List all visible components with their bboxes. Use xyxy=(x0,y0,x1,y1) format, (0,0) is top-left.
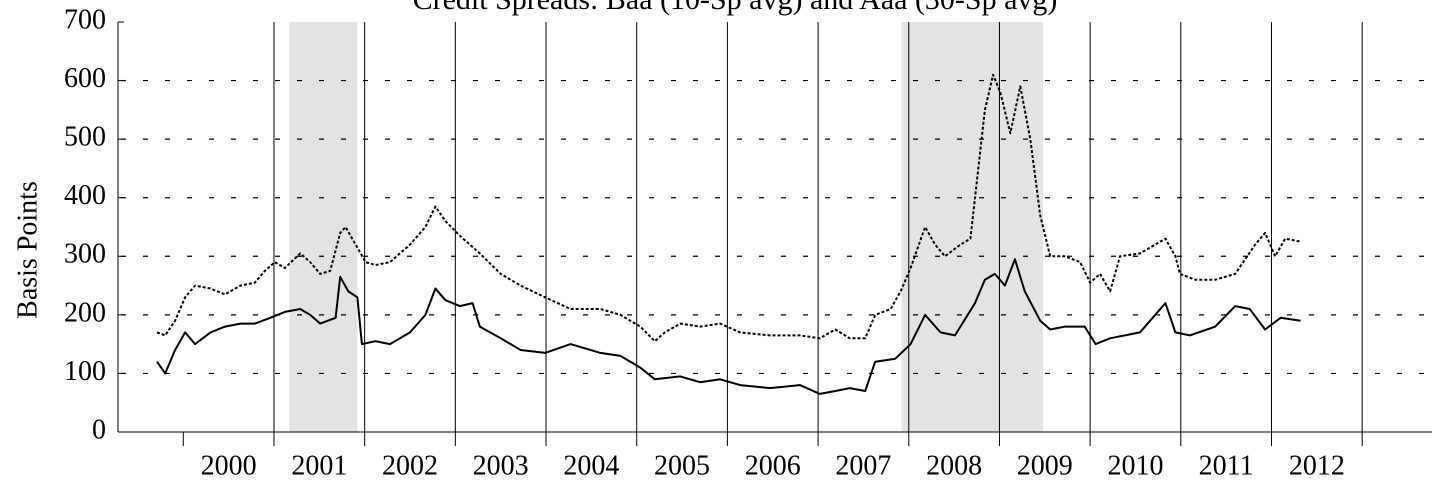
series-line xyxy=(156,258,1301,395)
x-tick-label: 2000 xyxy=(201,450,257,481)
x-tick-label: 2004 xyxy=(563,450,619,481)
chart-title: Credit Spreads: Baa (10-Sp avg) and Aaa … xyxy=(413,0,1058,16)
x-tick-label: 2010 xyxy=(1107,450,1163,481)
x-tick-label: 2009 xyxy=(1017,450,1073,481)
x-tick-label: 2002 xyxy=(382,450,438,481)
y-tick-label: 500 xyxy=(64,122,106,153)
y-axis-label: Basis Points xyxy=(12,181,43,319)
x-tick-label: 2011 xyxy=(1199,450,1254,481)
y-tick-label: 700 xyxy=(64,4,106,35)
x-tick-label: 2001 xyxy=(291,450,347,481)
y-tick-label: 100 xyxy=(64,356,106,387)
y-tick-label: 200 xyxy=(64,297,106,328)
y-tick-label: 400 xyxy=(64,180,106,211)
y-tick-label: 300 xyxy=(64,239,106,270)
x-tick-label: 2012 xyxy=(1289,450,1345,481)
x-tick-label: 2003 xyxy=(473,450,529,481)
series-line xyxy=(156,73,1301,343)
y-tick-label: 600 xyxy=(64,63,106,94)
shaded-range xyxy=(289,22,358,432)
x-tick-label: 2008 xyxy=(926,450,982,481)
x-tick-label: 2007 xyxy=(835,450,891,481)
y-tick-label: 0 xyxy=(92,414,106,445)
x-tick-label: 2005 xyxy=(654,450,710,481)
x-tick-label: 2006 xyxy=(745,450,801,481)
